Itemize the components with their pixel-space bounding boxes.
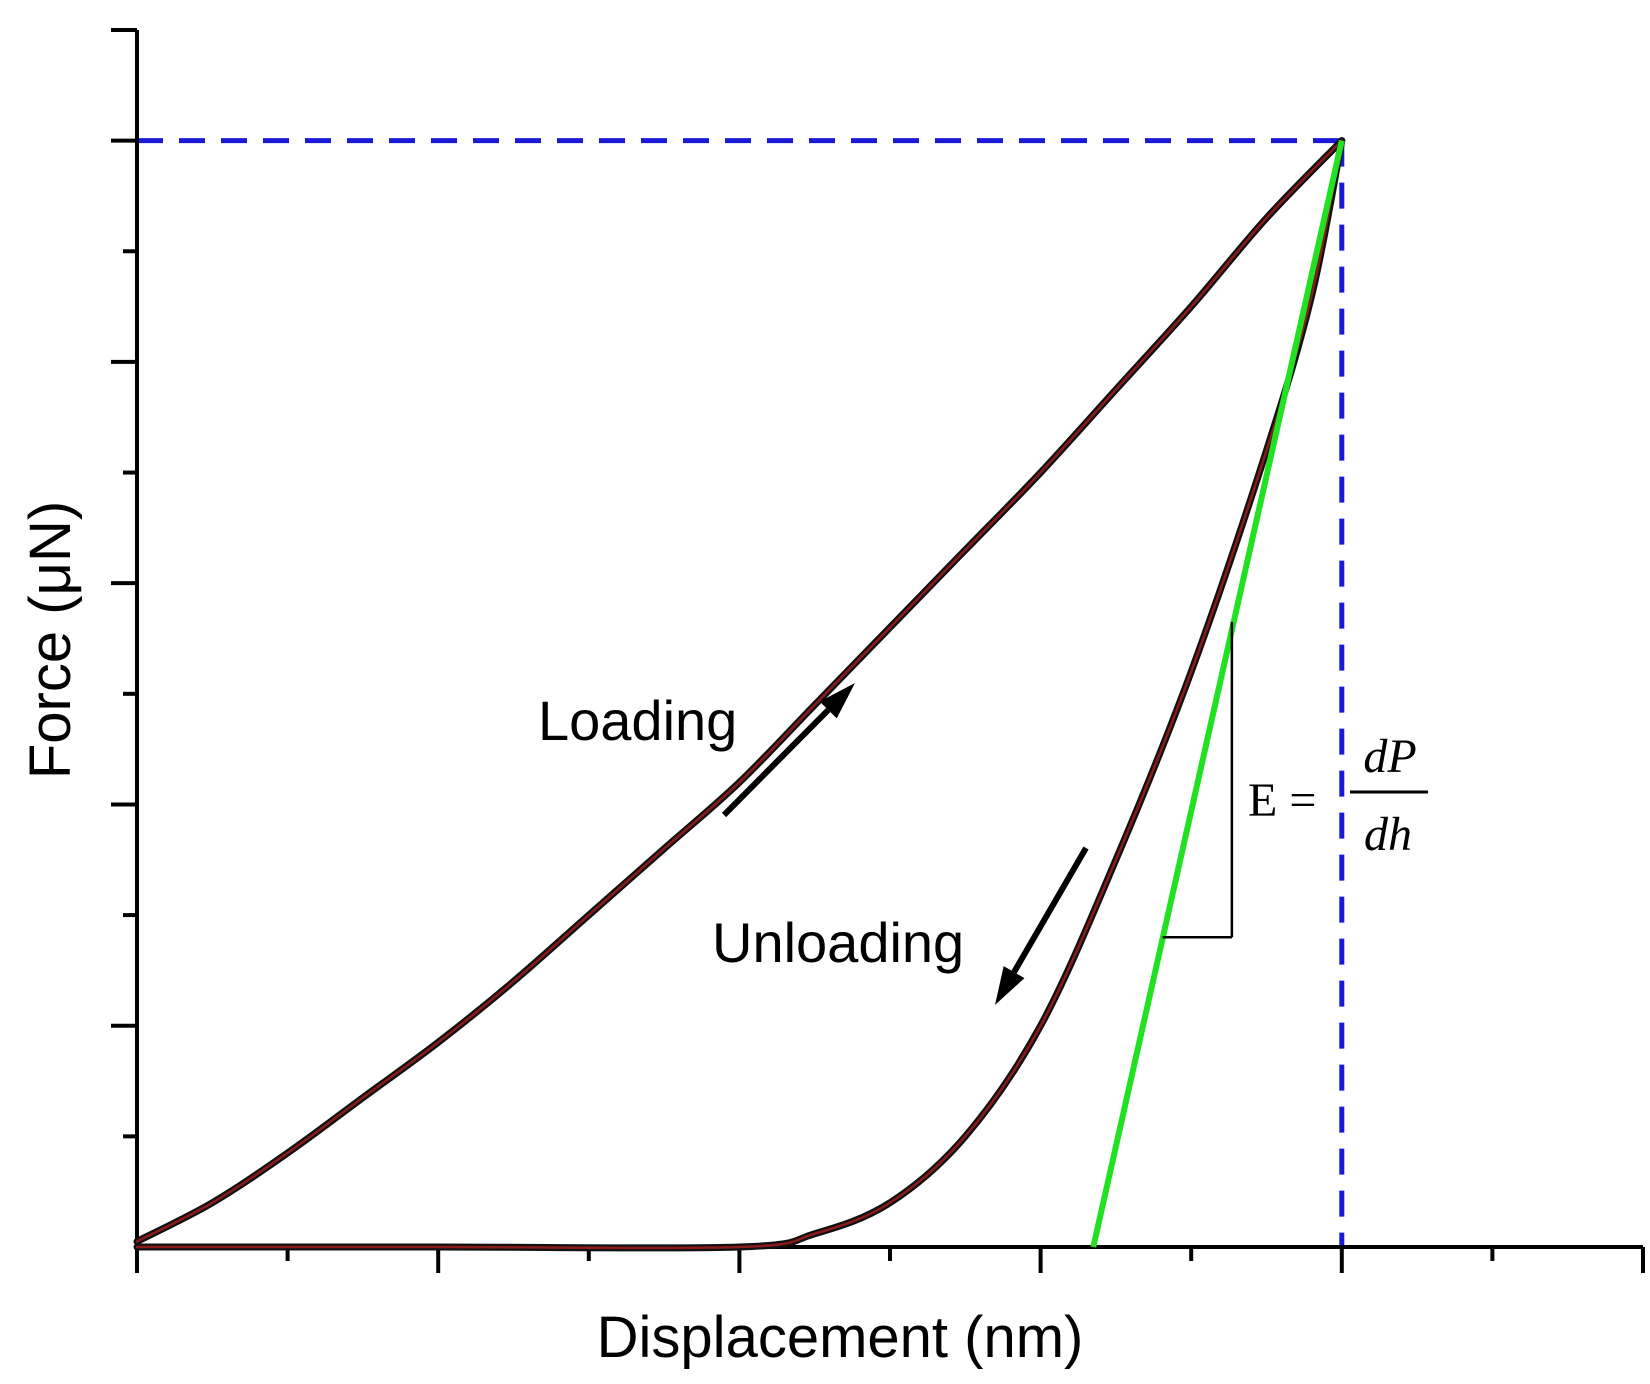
x-axis-label: Displacement (nm) [597,1305,1084,1370]
unloading-curve [137,141,1342,1248]
modulus-equation: E = dP dh [1248,730,1428,861]
equation-numerator: dP [1363,730,1416,783]
axes [111,30,1643,1273]
data-series [137,141,1342,1248]
tangent-line-group [1093,141,1341,1247]
loading-label: Loading [538,689,737,752]
unloading-label: Unloading [712,911,964,974]
loading-curve-outline [137,141,1342,1242]
reference-lines [137,141,1342,1247]
tangent-line [1093,141,1341,1247]
loading-arrow-shaft [724,710,828,815]
loading-curve [137,141,1342,1242]
equation-lhs: E = [1248,774,1316,827]
unloading-curve-outline [137,141,1342,1248]
unloading-arrow-head [995,966,1024,1005]
y-axis-label: Force (μN) [18,501,83,779]
equation-denominator: dh [1364,808,1412,861]
